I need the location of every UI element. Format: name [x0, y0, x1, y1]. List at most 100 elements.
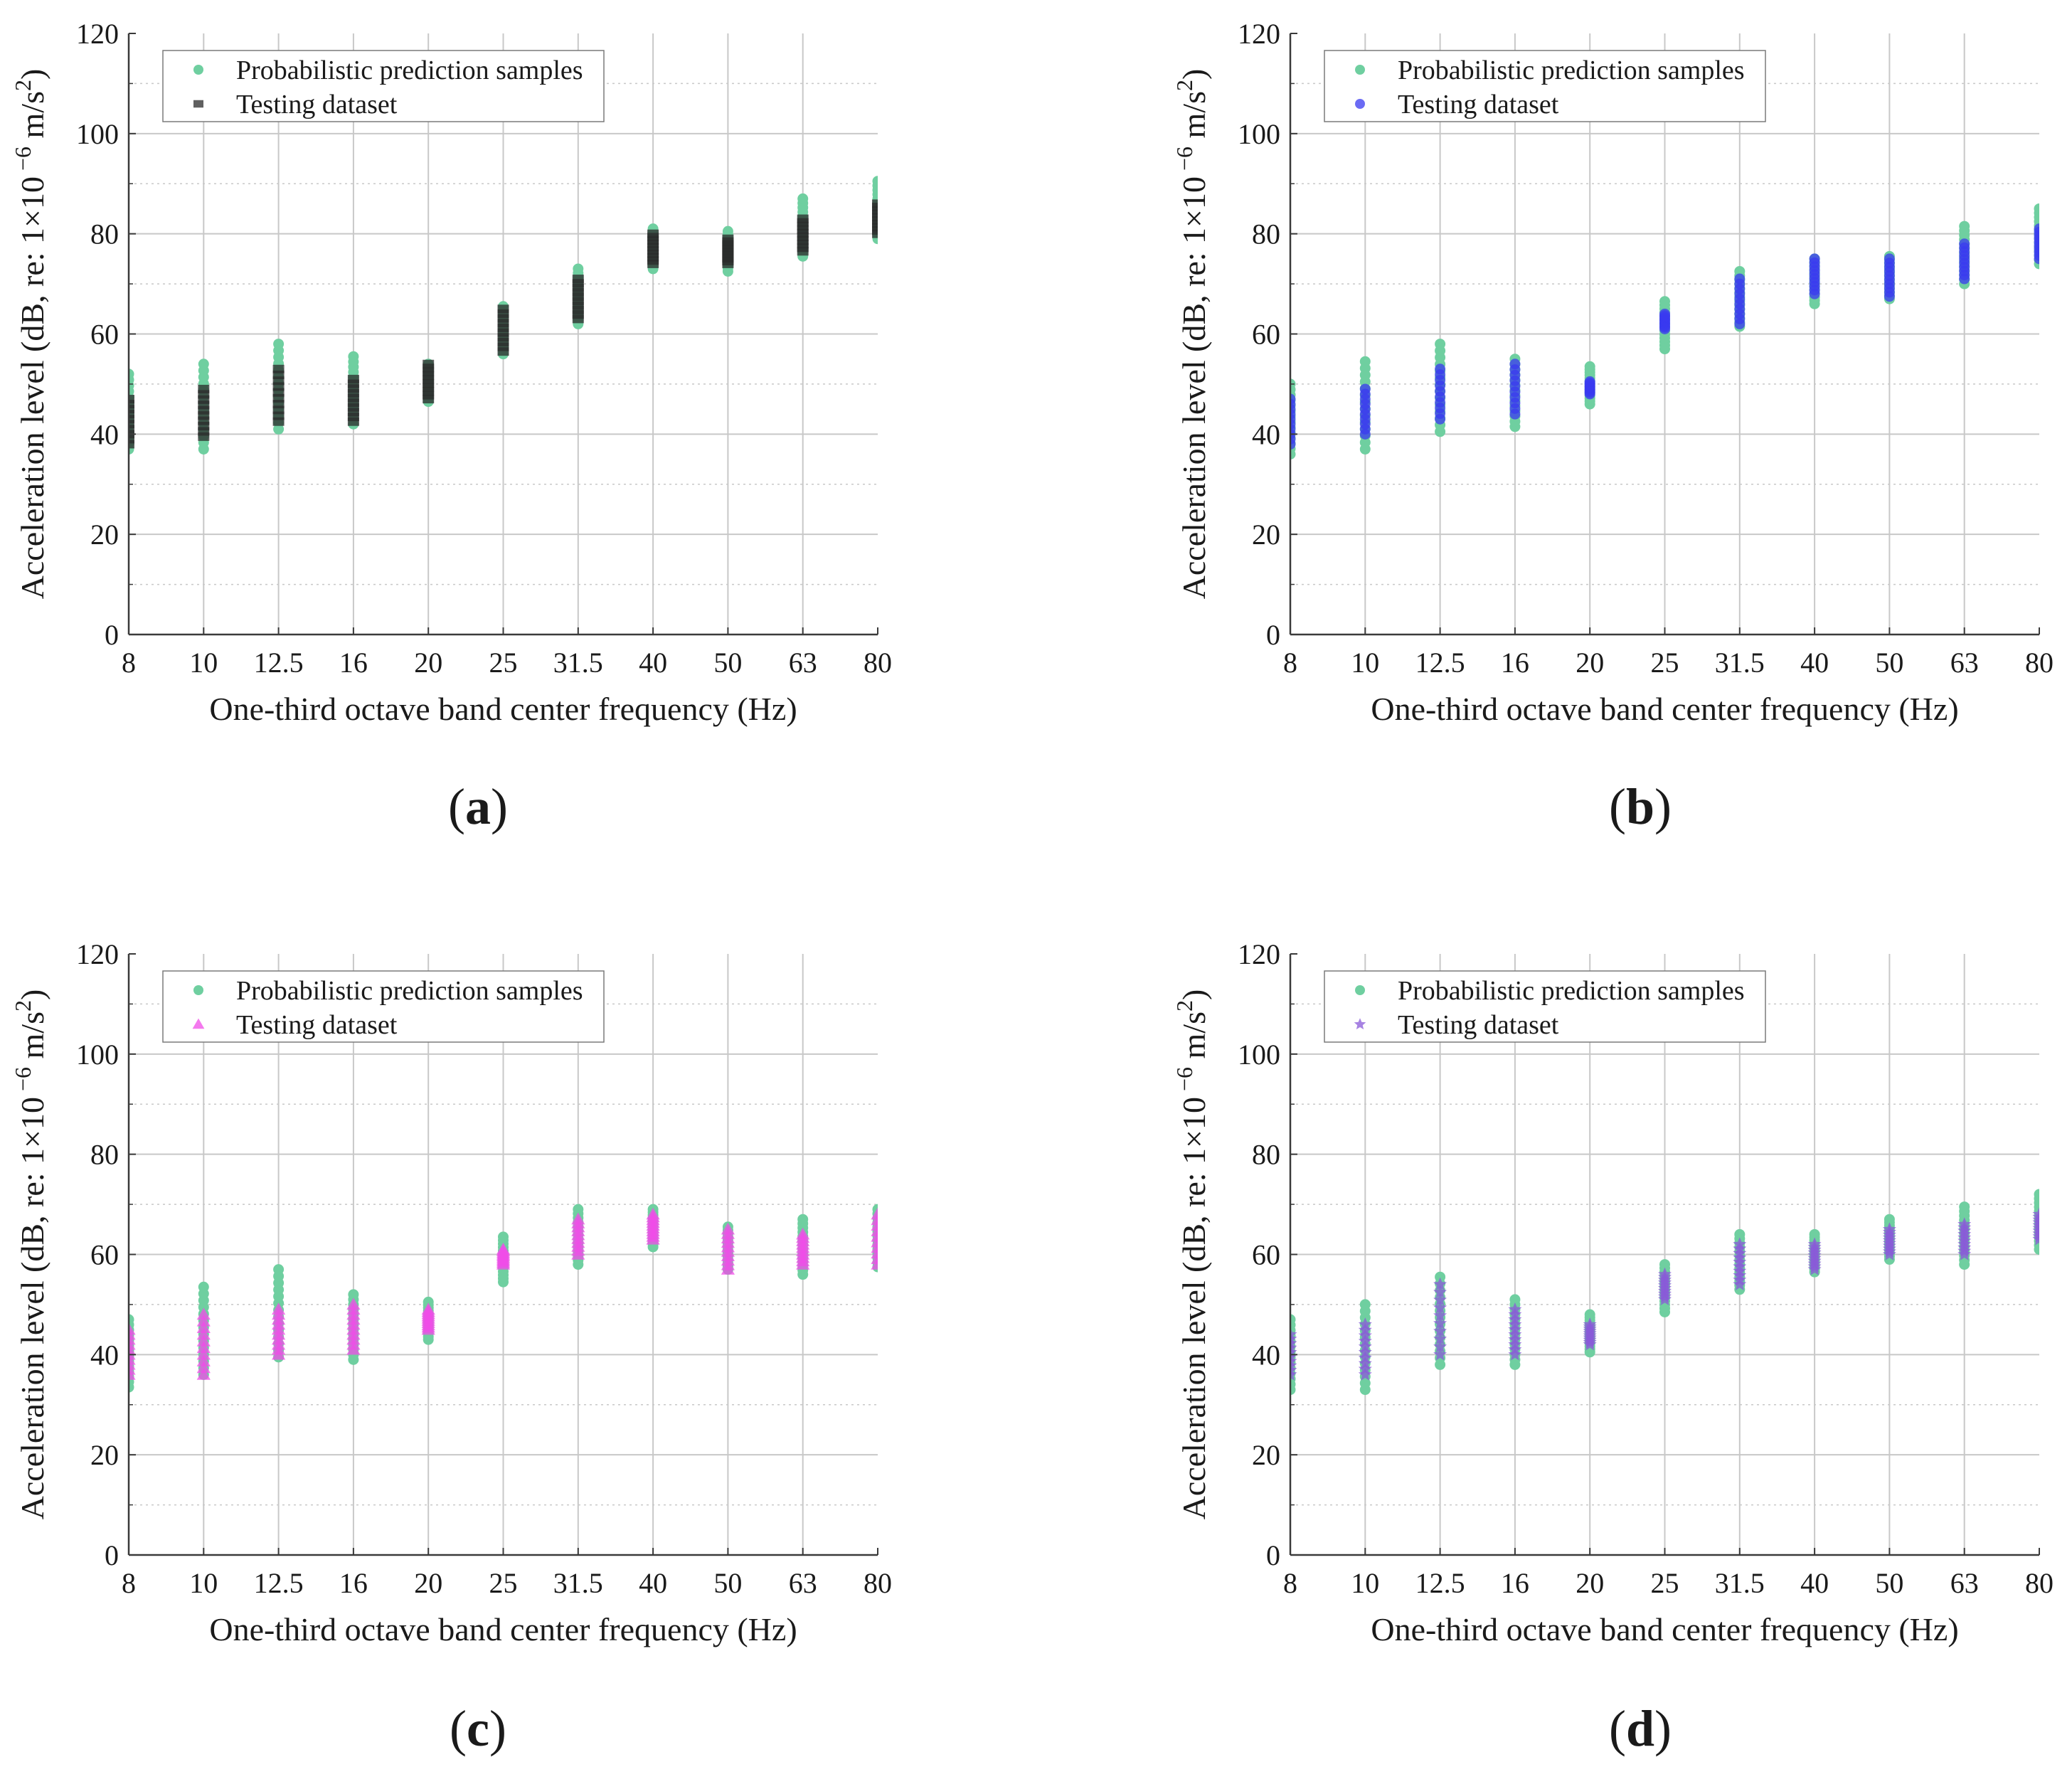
y-tick-label: 40 [90, 1339, 119, 1371]
testing-point-12.5 [272, 364, 285, 373]
y-tick-label: 20 [90, 519, 119, 551]
testing-point-31.5 [571, 1212, 585, 1225]
prediction-point-50 [722, 225, 733, 237]
testing-point-25 [497, 304, 509, 314]
testing-point-31.5 [1733, 1251, 1747, 1264]
x-tick-label: 10 [189, 647, 218, 679]
prediction-point-20 [423, 1296, 434, 1307]
testing-point-40 [646, 1207, 660, 1220]
testing-point-16 [1509, 359, 1521, 370]
x-tick-label: 8 [1283, 1567, 1297, 1599]
legend-entry: Probabilistic prediction samples [1398, 55, 1745, 85]
testing-point-16 [1508, 1312, 1522, 1326]
x-tick-label: 80 [864, 1567, 892, 1599]
prediction-point-12.5 [273, 1264, 285, 1275]
testing-point-8 [129, 405, 134, 414]
points-group [1290, 1189, 2039, 1396]
testing-point-20 [421, 1302, 435, 1315]
testing-point-20 [1583, 1317, 1597, 1331]
x-tick-label: 50 [713, 647, 742, 679]
testing-point-31.5 [1734, 273, 1746, 285]
prediction-point-16 [348, 351, 359, 362]
legend: Probabilistic prediction samples Testing … [1324, 50, 1766, 122]
y-tick-label: 100 [1238, 1039, 1280, 1071]
testing-point-10 [1358, 1339, 1372, 1353]
testing-point-10 [196, 1314, 211, 1327]
y-tick-label: 100 [1238, 118, 1280, 150]
testing-point-12.5 [1433, 1308, 1447, 1322]
legend-entry: Probabilistic prediction samples [236, 55, 583, 85]
y-tick-label: 120 [76, 18, 119, 50]
x-axis-label: One-third octave band center frequency (… [209, 1611, 797, 1647]
y-axis-label: Acceleration level (dB, re: 1×10 −6 m/s2… [1172, 989, 1212, 1520]
testing-point-31.5 [1733, 1255, 1747, 1268]
prediction-point-31.5 [1734, 265, 1746, 277]
testing-point-31.5 [1733, 1241, 1747, 1255]
testing-point-10 [196, 1367, 211, 1380]
legend-marker [1355, 99, 1365, 109]
testing-point-31.5 [1733, 1268, 1747, 1282]
chart-panel-3: 0 20 40 60 80 100 120 8 10 12.5 16 20 25 31.5 40 50 63 80… [10, 938, 892, 1757]
x-tick-label: 16 [339, 647, 368, 679]
legend-marker [193, 65, 203, 75]
y-tick-label: 20 [90, 1439, 119, 1471]
x-tick-label: 40 [1800, 647, 1829, 679]
panel-label: (a) [448, 778, 508, 835]
testing-point-10 [196, 1334, 211, 1347]
prediction-point-20 [1584, 1309, 1595, 1320]
testing-point-10 [196, 1321, 211, 1333]
x-axis-label: One-third octave band center frequency (… [209, 691, 797, 727]
testing-point-8 [1290, 1327, 1297, 1341]
x-tick-label: 8 [122, 647, 136, 679]
x-tick-label: 20 [1576, 1567, 1604, 1599]
x-tick-label: 63 [789, 647, 817, 679]
testing-point-31.5 [1733, 1259, 1747, 1273]
panel-label: (b) [1609, 778, 1672, 835]
x-tick-label: 50 [1875, 1567, 1903, 1599]
testing-point-12.5 [1433, 1347, 1447, 1361]
x-tick-label: 31.5 [1715, 647, 1765, 679]
prediction-point-63 [797, 193, 809, 204]
testing-point-63 [797, 214, 809, 223]
x-tick-label: 10 [189, 1567, 218, 1599]
prediction-point-31.5 [573, 1204, 584, 1215]
testing-point-12.5 [1433, 1316, 1447, 1329]
x-tick-label: 31.5 [1715, 1567, 1765, 1599]
x-tick-label: 10 [1351, 1567, 1379, 1599]
testing-point-80 [871, 1219, 878, 1231]
y-tick-label: 100 [76, 1039, 119, 1071]
y-tick-label: 120 [1238, 18, 1280, 50]
testing-point-12.5 [272, 1302, 286, 1315]
y-tick-label: 100 [76, 118, 119, 150]
x-tick-label: 8 [122, 1567, 136, 1599]
testing-point-10 [1358, 1328, 1372, 1342]
points-group [1290, 203, 2039, 460]
x-tick-label: 8 [1283, 647, 1297, 679]
testing-point-16 [1508, 1317, 1522, 1331]
x-tick-label: 63 [1950, 647, 1979, 679]
x-tick-label: 80 [2025, 647, 2054, 679]
panel-label: (d) [1609, 1700, 1672, 1757]
x-tick-label: 20 [1576, 647, 1604, 679]
legend-marker [192, 1018, 205, 1029]
x-axis-label: One-third octave band center frequency (… [1371, 691, 1958, 727]
testing-point-63 [1957, 1217, 1972, 1231]
y-tick-label: 0 [1266, 619, 1280, 651]
testing-point-63 [1959, 238, 1970, 250]
testing-point-40 [647, 229, 659, 238]
testing-point-10 [1358, 1334, 1372, 1347]
y-tick-label: 120 [1238, 938, 1280, 970]
y-tick-label: 80 [1252, 218, 1280, 250]
points-group [129, 1204, 878, 1393]
prediction-point-31.5 [573, 263, 584, 275]
x-tick-label: 25 [1651, 1567, 1679, 1599]
prediction-point-25 [1659, 296, 1670, 307]
testing-point-16 [1508, 1307, 1522, 1321]
testing-point-12.5 [1433, 1277, 1447, 1290]
testing-point-8 [129, 415, 134, 424]
x-tick-label: 16 [1501, 1567, 1529, 1599]
x-tick-label: 80 [864, 647, 892, 679]
legend-marker [1355, 985, 1365, 995]
